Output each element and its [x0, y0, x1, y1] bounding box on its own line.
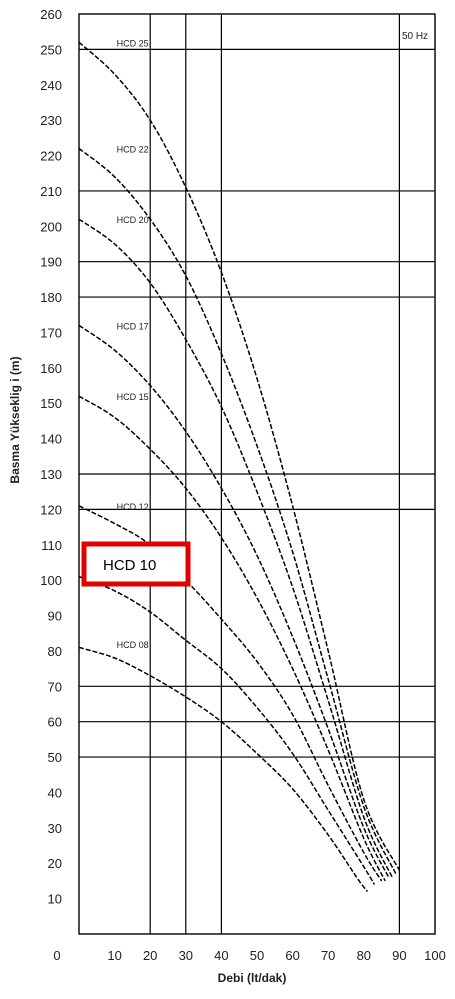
y-tick-label: 60: [48, 715, 62, 730]
curve-labels: HCD 08 HCD 12 HCD 15 HCD 17 HCD 20 HCD 22 HCD …: [117, 38, 149, 650]
plot-frame: [78, 13, 436, 935]
curve-hcd-12: [78, 505, 383, 882]
x-tick-label: 100: [424, 948, 446, 963]
plot-border: [78, 13, 436, 935]
y-tick-label: 120: [40, 502, 62, 517]
y-tick-label: 260: [40, 7, 62, 22]
x-tick-label: 10: [107, 948, 121, 963]
y-tick-label: 40: [48, 785, 62, 800]
y-tick-label: 200: [40, 219, 62, 234]
curve-label-hcd-25: HCD 25: [117, 38, 149, 48]
x-tick-label: 40: [214, 948, 228, 963]
y-tick-label: 210: [40, 184, 62, 199]
curve-hcd-22: [78, 147, 397, 875]
x-tick-label: 50: [250, 948, 264, 963]
curve-label-hcd-08: HCD 08: [117, 640, 149, 650]
y-tick-label: 130: [40, 467, 62, 482]
y-axis-ticks: 10 20 30 40 50 60 70 80 90 100 110 120 130 140 150 160 1…: [40, 7, 62, 907]
y-tick-label: 150: [40, 396, 62, 411]
curve-label-hcd-15: HCD 15: [117, 392, 149, 402]
curve-hcd-08: [78, 646, 368, 892]
y-tick-label: 230: [40, 113, 62, 128]
curve-hcd-20: [78, 218, 393, 878]
y-tick-label: 110: [41, 538, 62, 553]
curve-hcd-25: [78, 41, 401, 871]
y-tick-label: 170: [40, 325, 62, 340]
x-axis-ticks: 0 10 20 30 40 50 60 70 80 90 100: [53, 948, 445, 963]
y-tick-label: 250: [40, 42, 62, 57]
curve-label-hcd-17: HCD 17: [117, 321, 149, 331]
x-tick-label: 20: [143, 948, 157, 963]
highlight-callout: HCD 10: [81, 541, 191, 587]
y-tick-label: 20: [48, 856, 62, 871]
x-tick-label: 90: [392, 948, 406, 963]
highlight-label: HCD 10: [103, 557, 156, 574]
curve-label-hcd-12: HCD 12: [117, 502, 149, 512]
x-tick-label: 60: [285, 948, 299, 963]
y-tick-label: 220: [40, 149, 62, 164]
y-tick-label: 190: [40, 255, 62, 270]
y-tick-label: 80: [48, 644, 62, 659]
curve-label-hcd-20: HCD 20: [117, 215, 149, 225]
curve-hcd-10: [78, 575, 376, 885]
curves: [78, 41, 401, 892]
curve-hcd-15: [78, 395, 386, 882]
y-tick-label: 10: [48, 892, 62, 907]
x-tick-label: 0: [53, 948, 60, 963]
y-tick-label: 50: [48, 750, 62, 765]
frequency-label: 50 Hz: [402, 31, 428, 42]
x-axis-title: Debi (lt/dak): [218, 971, 287, 985]
y-tick-label: 160: [40, 361, 62, 376]
y-tick-label: 140: [40, 432, 62, 447]
y-tick-label: 70: [48, 679, 62, 694]
y-tick-label: 180: [40, 290, 62, 305]
y-tick-label: 90: [48, 609, 62, 624]
curve-hcd-17: [78, 324, 390, 878]
y-tick-label: 30: [48, 821, 62, 836]
y-axis-title: Basma Yükseklig i (m): [8, 356, 22, 483]
x-tick-label: 80: [357, 948, 371, 963]
y-tick-label: 100: [40, 573, 62, 588]
x-tick-label: 30: [179, 948, 193, 963]
highlight-box: [81, 541, 191, 587]
x-tick-label: 70: [321, 948, 335, 963]
grid: [79, 14, 435, 934]
curve-label-hcd-22: HCD 22: [117, 144, 149, 154]
y-tick-label: 240: [40, 78, 62, 93]
